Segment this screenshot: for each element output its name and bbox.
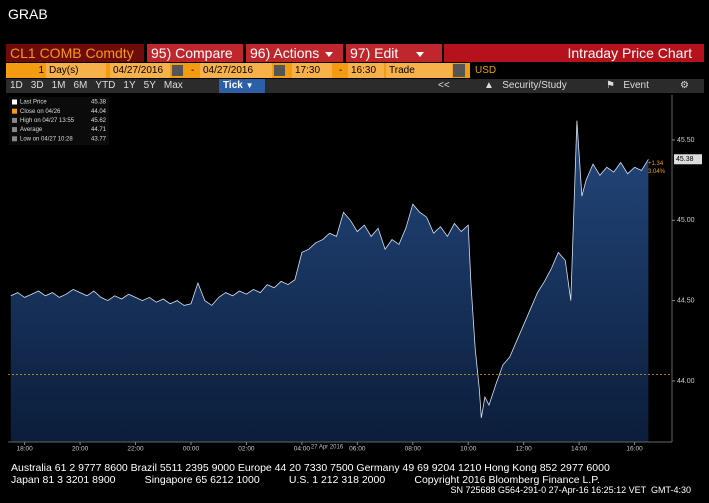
legend-label: Average — [20, 127, 43, 133]
start-date[interactable]: 04/27/2016 — [110, 63, 170, 78]
legend-swatch — [12, 99, 17, 105]
footer-contacts: Australia 61 2 9777 8600 Brazil 5511 239… — [11, 462, 610, 474]
legend-label: Close on 04/26 — [20, 109, 61, 115]
x-tick-label: 00:00 — [183, 446, 200, 453]
footer-contacts-2: Japan 81 3 3201 8900 Singapore 65 6212 1… — [11, 474, 600, 486]
y-tick-label: 45.50 — [677, 137, 695, 144]
x-tick-label: 22:00 — [127, 446, 144, 453]
legend-value: 45.62 — [91, 118, 107, 124]
calendar-icon[interactable] — [172, 65, 183, 76]
x-tick-label: 02:00 — [238, 446, 255, 453]
period-button[interactable]: 5Y — [143, 80, 156, 91]
period-button[interactable]: 1Y — [123, 80, 136, 91]
start-time[interactable]: 17:30 — [292, 63, 332, 78]
period-button[interactable]: YTD — [95, 80, 116, 91]
unit-field[interactable]: Day(s) — [46, 63, 106, 78]
price-line — [10, 120, 649, 418]
y-tick-label: 44.00 — [677, 378, 695, 385]
event-label: Event — [623, 80, 649, 91]
legend-label: High on 04/27 13:55 — [20, 118, 75, 124]
period-button[interactable]: 3D — [30, 80, 44, 91]
legend-value: 43.77 — [91, 136, 107, 142]
last-price-tag-label: 45.38 — [676, 156, 694, 163]
actions-label: 96) Actions — [250, 45, 320, 61]
change-tag: 3.04% — [648, 169, 666, 175]
x-tick-label: 12:00 — [516, 446, 533, 453]
legend-swatch — [12, 127, 17, 133]
date-label: 27 Apr 2016 — [311, 445, 344, 451]
legend-swatch — [12, 136, 17, 142]
compare-button[interactable]: 95) Compare — [147, 44, 243, 62]
dropdown-arrow: ▼ — [245, 81, 254, 90]
count-field[interactable]: 1 — [38, 65, 44, 76]
price-area — [10, 120, 649, 442]
settings-button[interactable]: ⚙ — [680, 80, 689, 91]
compare-label: 95) Compare — [151, 45, 233, 61]
y-tick-label: 44.50 — [677, 297, 695, 304]
x-tick-label: 06:00 — [349, 446, 366, 453]
edit-button[interactable]: 97) Edit — [346, 44, 442, 62]
calendar-icon[interactable] — [274, 65, 285, 76]
legend-value: 45.38 — [91, 100, 107, 106]
security-field[interactable]: CL1 COMB Comdty — [6, 44, 144, 62]
legend-label: Low on 04/27 10:28 — [20, 136, 73, 142]
x-tick-label: 18:00 — [16, 446, 33, 453]
period-button[interactable]: 1M — [51, 80, 66, 91]
x-tick-label: 08:00 — [405, 446, 422, 453]
actions-button[interactable]: 96) Actions — [246, 44, 343, 62]
x-tick-label: 04:00 — [294, 446, 311, 453]
legend-swatch — [12, 117, 17, 123]
x-tick-label: 10:00 — [460, 446, 477, 453]
change-tag: +1.34 — [648, 161, 664, 167]
x-tick-label: 14:00 — [571, 446, 588, 453]
legend-label: Last Price — [20, 100, 47, 106]
dropdown-arrow — [416, 51, 425, 57]
field-select[interactable]: Trade — [386, 63, 452, 78]
legend-bg — [9, 97, 109, 145]
edit-label: 97) Edit — [350, 45, 399, 61]
period-button[interactable]: 1D — [10, 80, 23, 91]
period-button[interactable]: Max — [163, 80, 183, 91]
study-button[interactable]: ▲ Security/Study — [484, 80, 567, 91]
event-button[interactable]: ⚑ Event — [606, 80, 649, 91]
study-label: Security/Study — [502, 80, 567, 91]
period-bar — [6, 79, 704, 93]
dropdown-arrow — [325, 51, 334, 57]
field-dropdown[interactable] — [453, 64, 465, 77]
window-title: GRAB — [8, 6, 48, 22]
period-buttons: 1D 3D 1M 6M YTD 1Y 5Y Max — [10, 79, 183, 93]
legend-swatch — [12, 108, 17, 114]
back-button[interactable]: << — [438, 80, 450, 91]
footer-session: SN 725688 G564-291-0 27-Apr-16 16:25:12 … — [450, 485, 691, 495]
screen-title: Intraday Price Chart — [444, 44, 704, 62]
frequency-label: Tick — [223, 80, 243, 91]
currency: USD — [475, 65, 497, 76]
legend-value: 44.04 — [91, 109, 107, 115]
end-time[interactable]: 16:30 — [348, 63, 384, 78]
end-date[interactable]: 04/27/2016 — [200, 63, 272, 78]
frequency-select[interactable]: Tick ▼ — [219, 79, 265, 93]
last-price-tag — [674, 154, 702, 165]
legend: Last Price 45.38 Close on 04/26 44.04 High o… — [9, 97, 109, 145]
x-tick-label: 20:00 — [72, 446, 89, 453]
y-tick-label: 45.00 — [677, 217, 695, 224]
separator: - — [191, 65, 195, 76]
x-tick-label: 16:00 — [626, 446, 643, 453]
separator: - — [339, 65, 343, 76]
legend-value: 44.71 — [91, 127, 107, 133]
period-button[interactable]: 6M — [73, 80, 88, 91]
